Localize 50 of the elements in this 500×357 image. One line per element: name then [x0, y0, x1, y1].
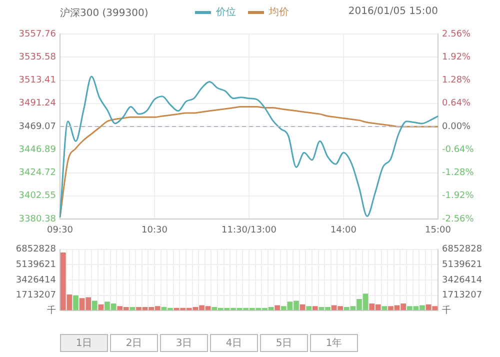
y2-tick-label: -1.92% — [442, 191, 474, 202]
bar — [92, 300, 98, 310]
y-tick-label: 3469.07 — [18, 122, 56, 132]
legend-label: 均价 — [269, 6, 289, 19]
y2-tick-label: -0.64% — [442, 144, 474, 155]
y-tick-label: 3446.89 — [18, 144, 56, 155]
y-tick-label: 3426414 — [16, 275, 56, 286]
bar — [306, 306, 312, 310]
y-tick-label: 千 — [47, 304, 56, 316]
chart-title: 沪深300 (399300) — [60, 6, 148, 20]
y-tick-label: 3380.38 — [18, 214, 56, 224]
y-tick-label: 5139621 — [16, 260, 56, 270]
y2-tick-label: 5139621 — [442, 260, 482, 270]
y2-tick-label: 1.28% — [442, 76, 472, 86]
x-tick-label: 14:00 — [330, 226, 357, 236]
y-tick-label: 3557.76 — [18, 29, 56, 40]
y2-tick-label: -2.56% — [442, 214, 474, 224]
y-tick-label: 3535.58 — [18, 52, 56, 62]
bar — [130, 307, 136, 310]
y2-tick-label: 千 — [442, 304, 451, 316]
x-tick-label: 15:00 — [425, 226, 452, 236]
y-tick-label: 1713207 — [16, 290, 56, 301]
y-tick-label: 3491.24 — [18, 98, 56, 109]
y2-tick-label: 1713207 — [442, 290, 482, 301]
y2-tick-label: 3426414 — [442, 275, 482, 286]
y-tick-label: 6852828 — [16, 244, 56, 255]
bar — [382, 306, 388, 310]
text: 3日 — [160, 334, 208, 352]
y-tick-label: 3513.41 — [18, 76, 56, 86]
text: 1日 — [60, 334, 108, 352]
x-tick-label: 09:30 — [47, 226, 74, 236]
chart-subtitle: 2016/01/05 15:00 — [348, 6, 438, 17]
bar — [312, 306, 318, 310]
y2-tick-label: 0.64% — [442, 98, 472, 109]
text: 4日 — [210, 334, 258, 352]
legend-label: 价位 — [216, 6, 236, 19]
x-tick-label: 10:30 — [142, 226, 168, 236]
y2-tick-label: 0.00% — [442, 122, 472, 132]
text: 2日 — [110, 334, 158, 352]
y-tick-label: 3424.72 — [18, 168, 56, 178]
bar — [73, 295, 78, 310]
bar — [274, 305, 280, 310]
x-tick-label: 11:30/13:00 — [222, 226, 277, 236]
text: 1年 — [310, 334, 358, 352]
y-tick-label: 3402.55 — [18, 191, 56, 202]
y2-tick-label: 2.56% — [442, 29, 472, 40]
y2-tick-label: 1.92% — [442, 52, 472, 62]
y2-tick-label: -1.28% — [442, 168, 474, 178]
y2-tick-label: 6852828 — [442, 244, 482, 255]
text: 5日 — [260, 334, 308, 352]
